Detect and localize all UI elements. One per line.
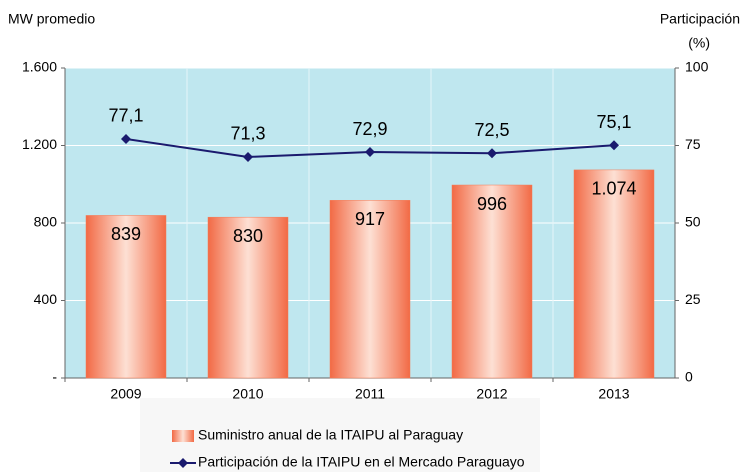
legend-box (140, 398, 540, 472)
line-value-label: 77,1 (108, 106, 143, 126)
line-marker (243, 151, 253, 162)
bar-value-label: 917 (355, 209, 385, 229)
x-tick-label: 2013 (598, 386, 629, 402)
line-marker (365, 147, 375, 158)
y-tick-label: - (52, 369, 57, 385)
y2-tick-label: 0 (685, 369, 693, 385)
x-tick-label: 2009 (110, 386, 141, 402)
y-axis-label: MW promedio (8, 11, 95, 27)
legend-label: Suministro anual de la ITAIPU al Paragua… (198, 427, 463, 443)
y2-tick-label: 75 (685, 136, 701, 152)
y-tick-label: 800 (34, 214, 58, 230)
bar (85, 215, 167, 379)
bar (329, 200, 411, 379)
line-marker (121, 133, 131, 144)
legend-swatch (172, 430, 194, 442)
bar-value-label: 830 (233, 226, 263, 246)
y2-tick-label: 25 (685, 291, 701, 307)
y-tick-label: 1.200 (22, 136, 57, 152)
line-value-label: 72,9 (352, 119, 387, 139)
legend-label: Participación de la ITAIPU en el Mercado… (198, 454, 525, 470)
line-value-label: 75,1 (596, 112, 631, 132)
y2-tick-label: 50 (685, 214, 701, 230)
line-marker (609, 140, 619, 151)
y2-tick-label: 100 (685, 59, 709, 75)
bar (573, 169, 655, 379)
bar (207, 216, 289, 379)
line-value-label: 71,3 (230, 124, 265, 144)
x-tick-label: 2012 (476, 386, 507, 402)
x-tick-label: 2010 (232, 386, 263, 402)
y2-axis-label: Participación (660, 11, 740, 27)
bar-value-label: 1.074 (591, 179, 636, 199)
line-value-label: 72,5 (474, 120, 509, 140)
line-marker (487, 148, 497, 159)
bar-value-label: 839 (111, 224, 141, 244)
bar (451, 184, 533, 379)
legend-swatch (178, 458, 188, 468)
bar-value-label: 996 (477, 194, 507, 214)
y-tick-label: 400 (34, 291, 58, 307)
x-tick-label: 2011 (355, 386, 385, 402)
y-tick-label: 1.600 (22, 59, 57, 75)
y2-axis-label: (%) (688, 35, 710, 51)
